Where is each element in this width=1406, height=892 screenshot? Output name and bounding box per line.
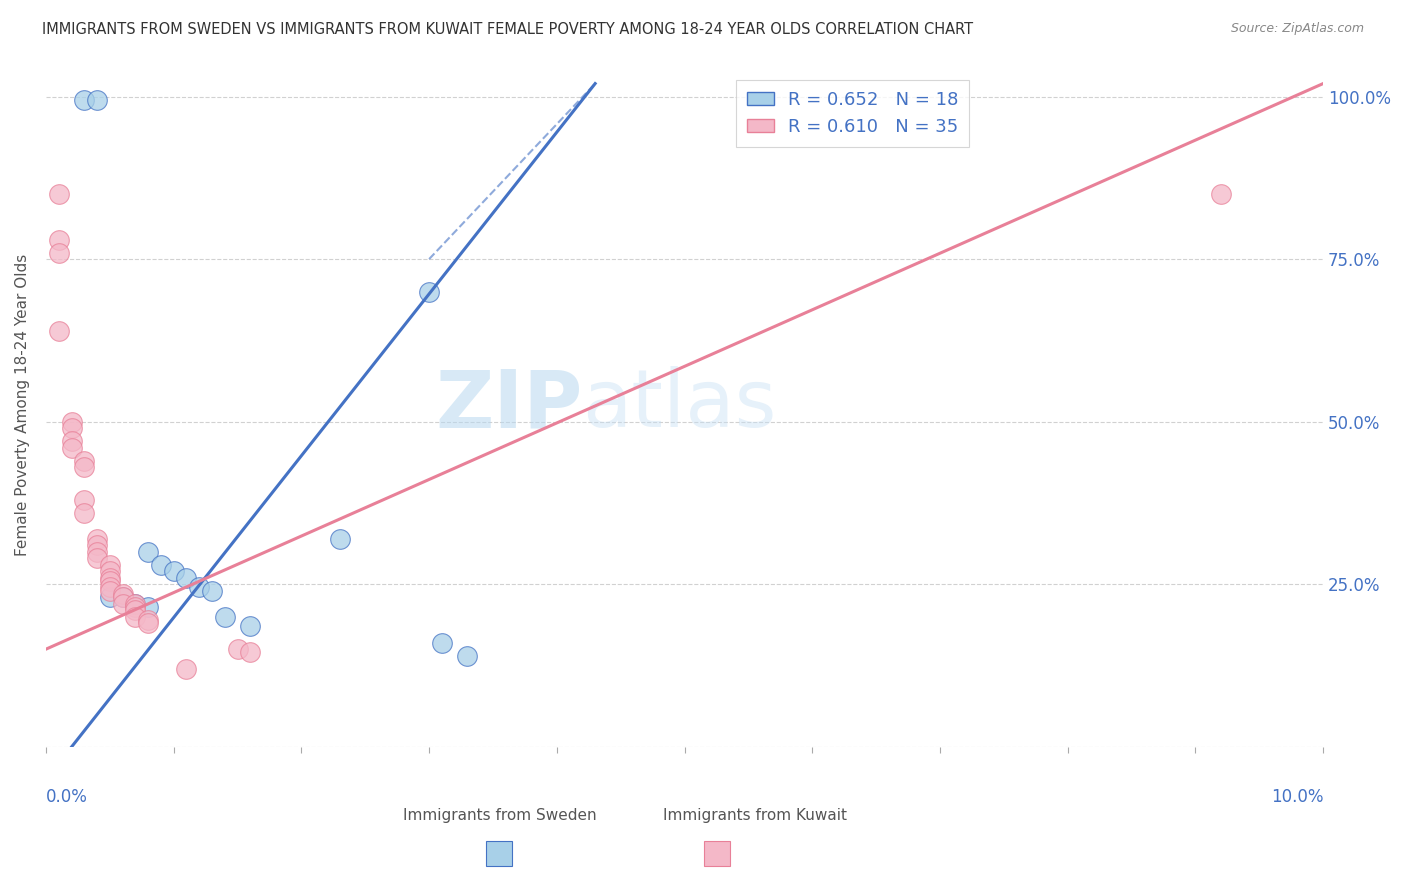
Point xyxy=(48,324,70,338)
Point xyxy=(329,532,352,546)
Point xyxy=(124,609,146,624)
Text: 10.0%: 10.0% xyxy=(1271,788,1323,805)
Point xyxy=(73,506,96,520)
Point xyxy=(60,415,83,429)
Point xyxy=(176,571,198,585)
Point xyxy=(176,662,198,676)
Text: Immigrants from Kuwait: Immigrants from Kuwait xyxy=(662,808,846,823)
Point xyxy=(214,609,236,624)
Text: Immigrants from Sweden: Immigrants from Sweden xyxy=(402,808,596,823)
Text: Source: ZipAtlas.com: Source: ZipAtlas.com xyxy=(1230,22,1364,36)
Point xyxy=(48,245,70,260)
Point xyxy=(136,613,159,627)
Point xyxy=(111,590,134,604)
Point xyxy=(201,583,224,598)
Point xyxy=(111,590,134,604)
Point xyxy=(239,645,262,659)
Point xyxy=(98,583,121,598)
Point xyxy=(124,597,146,611)
Point xyxy=(136,544,159,558)
Text: atlas: atlas xyxy=(582,367,776,444)
Point xyxy=(149,558,172,572)
Point xyxy=(188,581,211,595)
Point xyxy=(98,564,121,578)
Point xyxy=(111,587,134,601)
Point xyxy=(48,233,70,247)
Point xyxy=(73,453,96,467)
Point xyxy=(239,619,262,633)
Point xyxy=(98,581,121,595)
Point xyxy=(86,544,108,558)
Point xyxy=(60,434,83,449)
Point xyxy=(86,532,108,546)
Text: IMMIGRANTS FROM SWEDEN VS IMMIGRANTS FROM KUWAIT FEMALE POVERTY AMONG 18-24 YEAR: IMMIGRANTS FROM SWEDEN VS IMMIGRANTS FRO… xyxy=(42,22,973,37)
Point xyxy=(136,616,159,631)
Point xyxy=(1209,187,1232,202)
Point xyxy=(124,599,146,614)
Point xyxy=(60,421,83,435)
Point xyxy=(73,460,96,475)
Point xyxy=(98,574,121,588)
Point xyxy=(73,492,96,507)
Y-axis label: Female Poverty Among 18-24 Year Olds: Female Poverty Among 18-24 Year Olds xyxy=(15,254,30,557)
Point xyxy=(124,597,146,611)
Point xyxy=(418,285,440,299)
Point xyxy=(98,590,121,604)
Text: ZIP: ZIP xyxy=(434,367,582,444)
Point xyxy=(124,603,146,617)
Legend: R = 0.652   N = 18, R = 0.610   N = 35: R = 0.652 N = 18, R = 0.610 N = 35 xyxy=(735,80,969,146)
Point xyxy=(86,93,108,107)
Point xyxy=(60,441,83,455)
Point xyxy=(98,558,121,572)
Point xyxy=(163,564,186,578)
Text: 0.0%: 0.0% xyxy=(46,788,87,805)
Point xyxy=(73,93,96,107)
Point xyxy=(86,538,108,552)
Point xyxy=(111,597,134,611)
Point xyxy=(98,571,121,585)
Point xyxy=(86,551,108,566)
Point xyxy=(136,599,159,614)
Point xyxy=(456,648,478,663)
Point xyxy=(226,642,249,657)
Point xyxy=(48,187,70,202)
Point xyxy=(430,635,453,649)
